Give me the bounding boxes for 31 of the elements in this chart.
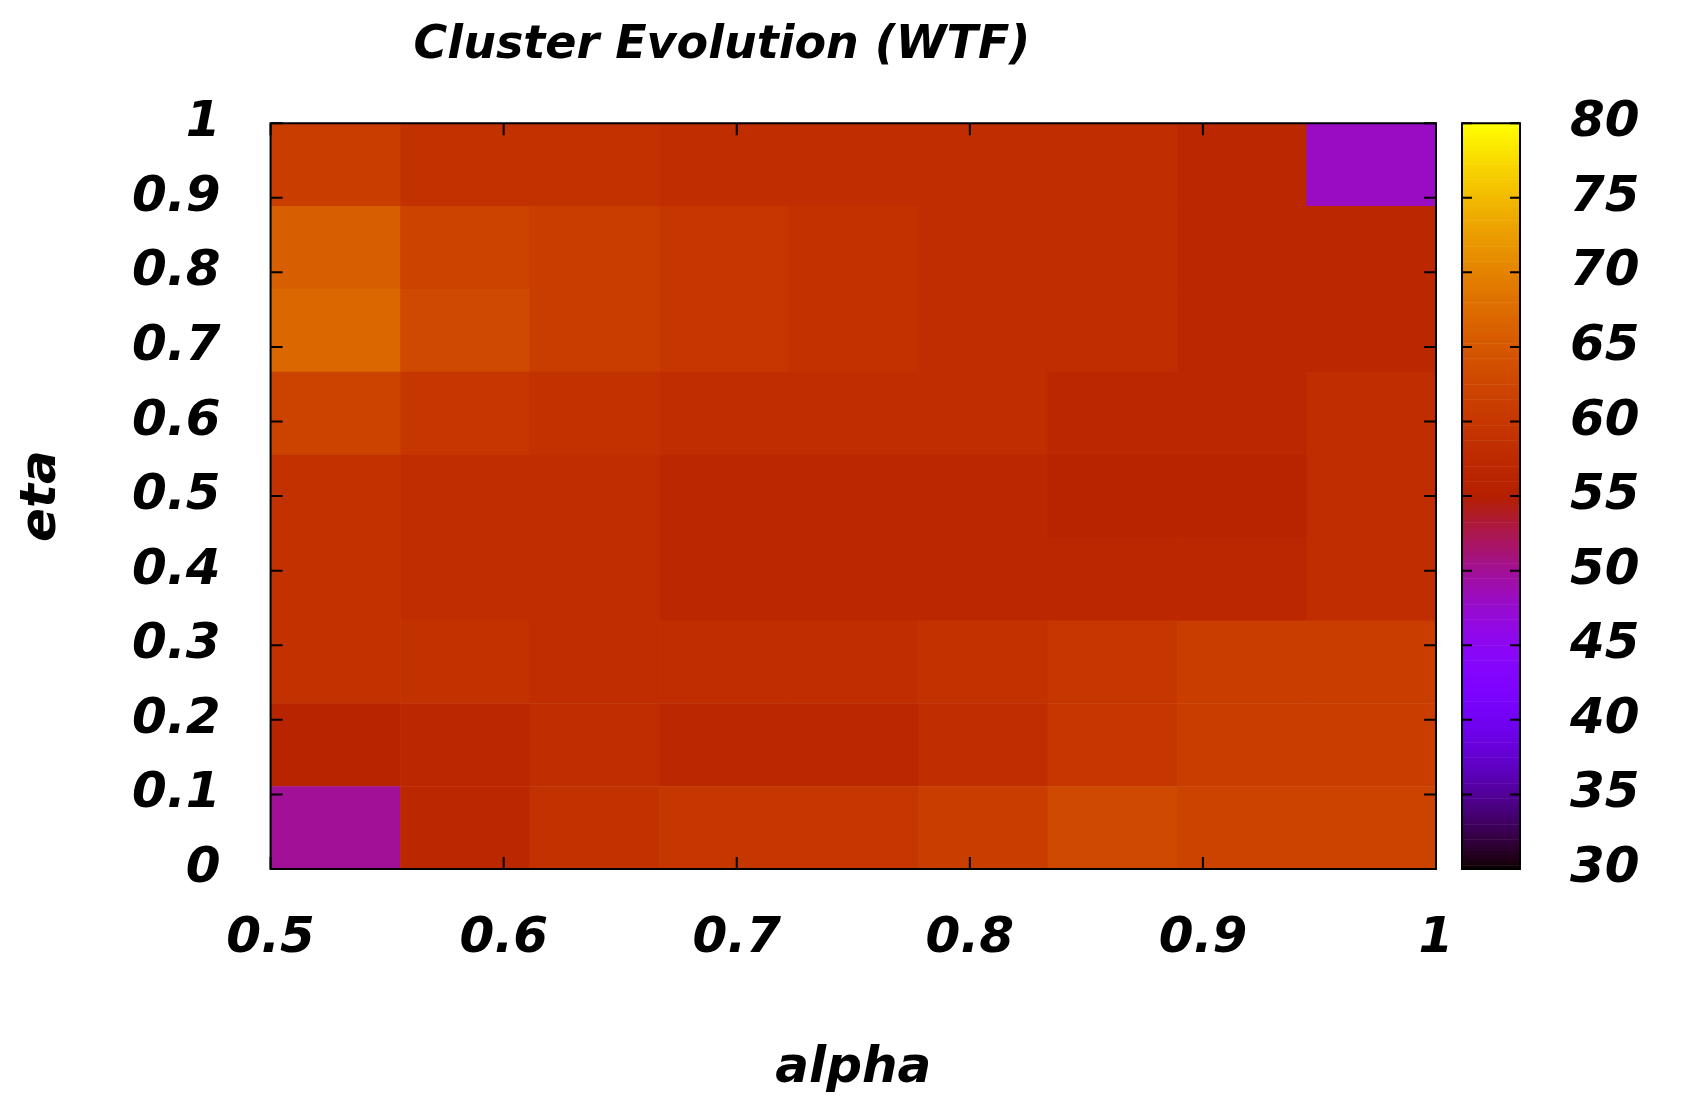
y-tick-label: 0 bbox=[185, 835, 221, 894]
color-bar-label: 60 bbox=[1570, 388, 1640, 447]
y-tick-label: 0.6 bbox=[132, 388, 221, 447]
y-tick-label: 0.3 bbox=[132, 612, 221, 671]
x-axis-title: alpha bbox=[775, 1035, 932, 1094]
color-bar-label: 55 bbox=[1570, 463, 1640, 522]
y-tick-label: 0.2 bbox=[132, 686, 221, 745]
x-tick-label: 1 bbox=[1418, 905, 1454, 964]
y-tick-label: 0.7 bbox=[132, 313, 221, 372]
color-bar-label: 65 bbox=[1570, 313, 1640, 372]
color-bar-label: 50 bbox=[1570, 537, 1640, 596]
x-tick-label: 0.6 bbox=[459, 905, 548, 964]
color-bar-label: 35 bbox=[1570, 761, 1640, 820]
color-bar-label: 30 bbox=[1570, 835, 1640, 894]
y-tick-label: 0.9 bbox=[132, 164, 221, 223]
x-tick-label: 0.8 bbox=[925, 905, 1015, 964]
y-axis-title: eta bbox=[8, 450, 67, 542]
chart-title: Cluster Evolution (WTF) bbox=[413, 14, 1031, 69]
color-bar-label: 40 bbox=[1569, 686, 1640, 745]
color-bar-label: 45 bbox=[1569, 612, 1640, 671]
y-tick-label: 0.4 bbox=[132, 537, 221, 596]
color-bar-label: 75 bbox=[1570, 164, 1640, 223]
x-tick-label: 0.5 bbox=[226, 905, 315, 964]
y-tick-label: 0.1 bbox=[132, 761, 221, 820]
color-bar-label: 80 bbox=[1570, 90, 1640, 149]
x-tick-label: 0.7 bbox=[692, 905, 782, 964]
color-bar-label: 70 bbox=[1570, 239, 1640, 298]
x-tick-label: 0.9 bbox=[1158, 905, 1248, 964]
y-tick-label: 1 bbox=[185, 90, 221, 149]
y-tick-label: 0.8 bbox=[132, 239, 221, 298]
y-tick-label: 0.5 bbox=[132, 463, 221, 522]
